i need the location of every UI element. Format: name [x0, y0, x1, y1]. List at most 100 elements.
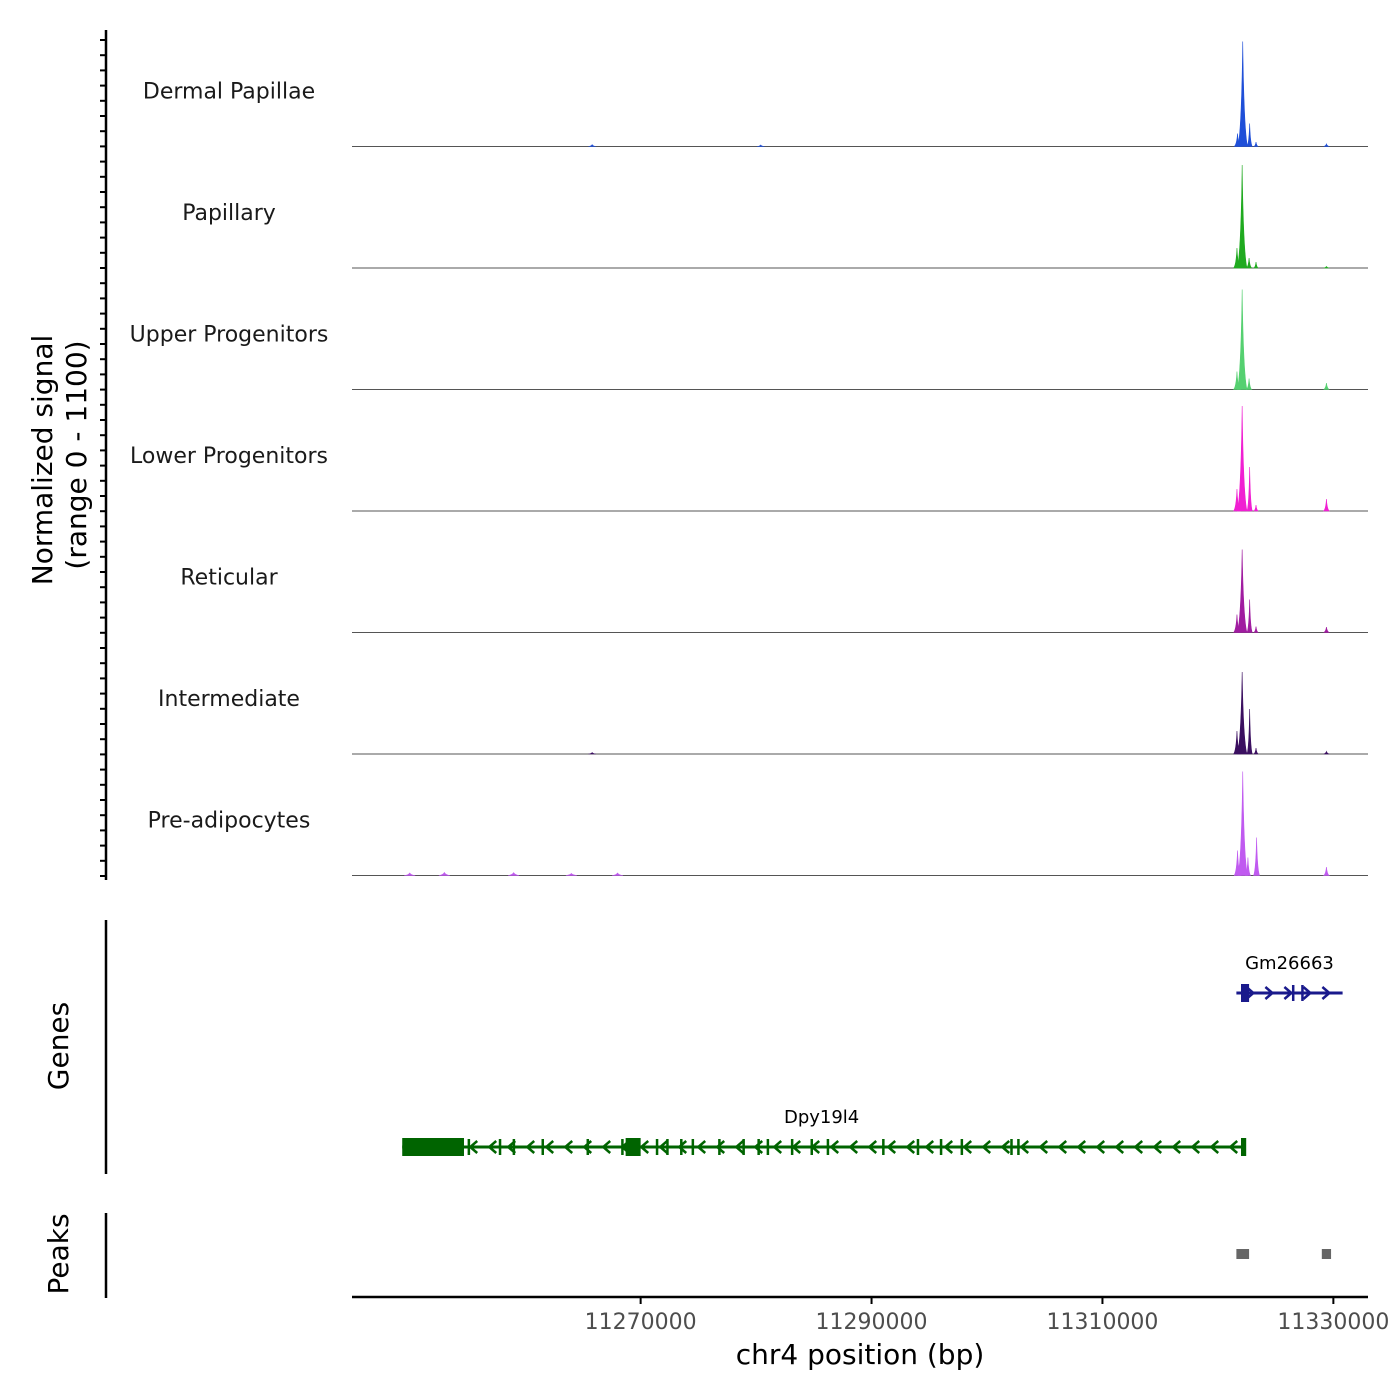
coverage-peak: [1246, 708, 1253, 755]
strand-arrow: [981, 1140, 992, 1154]
strand-arrow: [962, 1140, 973, 1154]
coverage-peak: [1233, 488, 1241, 512]
coverage-peak: [1253, 747, 1259, 755]
strand-arrow: [658, 1140, 669, 1154]
gene-exon-small: [655, 1139, 659, 1155]
track-label: Upper Progenitors: [130, 323, 329, 348]
x-tick-label: 11290000: [816, 1310, 928, 1335]
coverage-peak: [1253, 261, 1259, 269]
gene-exon-small: [766, 1139, 770, 1155]
coverage-peak: [1236, 549, 1248, 633]
gene-exon-small: [882, 1139, 885, 1155]
strand-arrow: [867, 1140, 878, 1154]
strand-arrow: [677, 1140, 688, 1154]
gene-model: Dpy19l4: [402, 1107, 1247, 1156]
coverage-peak: [1236, 164, 1248, 269]
x-tick-label: 11310000: [1046, 1310, 1158, 1335]
gene-exon-small: [939, 1139, 943, 1155]
coverage-peak: [1246, 466, 1253, 512]
gene-exon-small: [790, 1139, 794, 1155]
gene-exon-small: [742, 1139, 745, 1155]
gene-exon-small: [826, 1139, 830, 1155]
coverage-peak: [1322, 866, 1331, 876]
strand-arrow: [1076, 1140, 1087, 1154]
coverage-track: Reticular: [180, 549, 1368, 633]
gene-exon: [1241, 1138, 1247, 1156]
coverage-peak: [1232, 247, 1241, 269]
gene-label: Gm26663: [1245, 953, 1334, 974]
coverage-peak: [438, 871, 450, 876]
peak-regions: [1236, 1249, 1332, 1259]
peaks-panel-title: Peaks: [42, 1213, 75, 1294]
gene-exon-small: [757, 1139, 760, 1155]
strand-arrow: [1302, 986, 1313, 1000]
strand-arrow: [1152, 1140, 1163, 1154]
coverage-peak: [1323, 626, 1330, 633]
strand-arrow: [905, 1140, 916, 1154]
strand-arrow: [525, 1140, 536, 1154]
track-label: Dermal Papillae: [143, 80, 315, 105]
strand-arrow: [639, 1140, 650, 1154]
coverage-peak: [588, 751, 596, 755]
strand-arrow: [1190, 1140, 1201, 1154]
coverage-track: Papillary: [182, 164, 1368, 269]
coverage-peak: [1236, 671, 1248, 755]
coverage-peak: [1233, 730, 1241, 755]
gene-exon: [625, 1138, 641, 1156]
strand-arrow: [734, 1140, 745, 1154]
gene-exon-small: [1017, 1139, 1020, 1155]
gene-exon-small: [666, 1139, 669, 1155]
peak-region: [1236, 1249, 1250, 1259]
coverage-peak: [1237, 41, 1248, 147]
coverage-track: Lower Progenitors: [130, 405, 1368, 512]
coverage-peak: [1232, 371, 1241, 390]
gene-exon-small: [512, 1139, 516, 1155]
strand-arrow: [1019, 1140, 1030, 1154]
strand-arrow: [943, 1140, 954, 1154]
coverage-peak: [1245, 378, 1253, 390]
strand-arrow: [924, 1140, 935, 1154]
coverage-peak: [1323, 750, 1330, 755]
strand-arrow: [772, 1140, 783, 1154]
coverage-track: Intermediate: [158, 671, 1368, 755]
strand-arrow: [563, 1140, 574, 1154]
gene-exon-small: [621, 1139, 624, 1155]
gene-exon-small: [810, 1139, 814, 1155]
y-axis-title-line1: Normalized signal: [26, 335, 59, 586]
coverage-peak: [1236, 289, 1248, 390]
coverage-peak: [1323, 382, 1330, 390]
track-label: Papillary: [182, 201, 276, 226]
strand-arrow: [1321, 986, 1332, 1000]
strand-arrow: [1095, 1140, 1106, 1154]
coverage-peak: [1323, 265, 1330, 269]
gene-exon-small: [1010, 1139, 1013, 1155]
gene-model: Gm26663: [1236, 953, 1343, 1002]
gene-exon-small: [1301, 985, 1304, 1001]
gene-exon-small: [498, 1139, 502, 1155]
strand-arrow: [544, 1140, 555, 1154]
coverage-peak: [1232, 614, 1241, 633]
coverage-peak: [1245, 257, 1253, 269]
gene-exon-small: [960, 1139, 964, 1155]
track-label: Reticular: [180, 566, 278, 591]
strand-arrow: [715, 1140, 726, 1154]
track-label: Intermediate: [158, 687, 300, 712]
coverage-peak: [1236, 405, 1248, 512]
strand-arrow: [1000, 1140, 1011, 1154]
coverage-peak: [1253, 141, 1259, 147]
coverage-peak: [1253, 504, 1259, 512]
coverage-peak: [1246, 599, 1253, 633]
coverage-track: Upper Progenitors: [130, 289, 1368, 390]
strand-arrow: [1264, 986, 1275, 1000]
strand-arrow: [601, 1140, 612, 1154]
strand-arrow: [848, 1140, 859, 1154]
gene-models: Dpy19l4 Gm26663: [402, 953, 1343, 1156]
gene-exon-small: [680, 1139, 683, 1155]
coverage-track: Dermal Papillae: [143, 41, 1368, 147]
coverage-peak: [588, 144, 596, 147]
gene-exon-small: [718, 1139, 721, 1155]
gene-exon: [402, 1138, 464, 1156]
coverage-peak: [508, 872, 520, 876]
coverage-peak: [1323, 143, 1330, 147]
